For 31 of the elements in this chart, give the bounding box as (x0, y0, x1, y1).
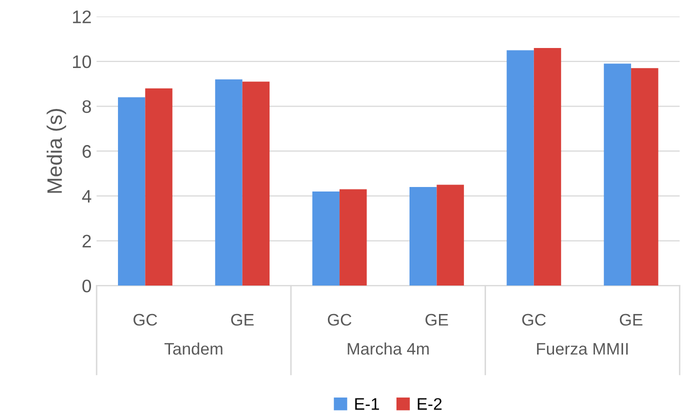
y-tick-label: 0 (82, 280, 92, 292)
y-tick-label: 8 (82, 100, 91, 113)
bar (242, 82, 270, 286)
x-tick-label: GC (522, 314, 546, 326)
bar (118, 97, 146, 286)
y-tick-label: 12 (73, 10, 91, 24)
y-tick-label: 2 (82, 234, 91, 248)
bar (436, 184, 464, 286)
y-tick-label: 6 (82, 145, 91, 158)
y-axis-title: Media (s) (46, 108, 66, 193)
text: Tandem (164, 342, 222, 355)
bar (145, 88, 172, 286)
text: Fuerza MMII (537, 343, 628, 355)
y-tick-label: 4 (82, 190, 92, 202)
x-tick-label: GE (426, 314, 448, 326)
bar (631, 68, 658, 286)
x-tick-label: GE (231, 314, 254, 326)
legend-label: E-1 (355, 398, 379, 410)
bar (312, 191, 340, 286)
bar (534, 48, 562, 286)
bar (215, 79, 242, 286)
x-tick-label: GC (134, 314, 158, 326)
bar (506, 50, 534, 286)
x-tick-label: GE (620, 314, 642, 326)
bar (410, 186, 437, 286)
legend-label: E-2 (418, 398, 442, 410)
bar (340, 189, 367, 286)
bar (604, 64, 632, 286)
text: Marcha 4m (348, 342, 429, 355)
x-tick-label: GC (328, 314, 352, 326)
y-tick-label: 10 (73, 55, 92, 68)
